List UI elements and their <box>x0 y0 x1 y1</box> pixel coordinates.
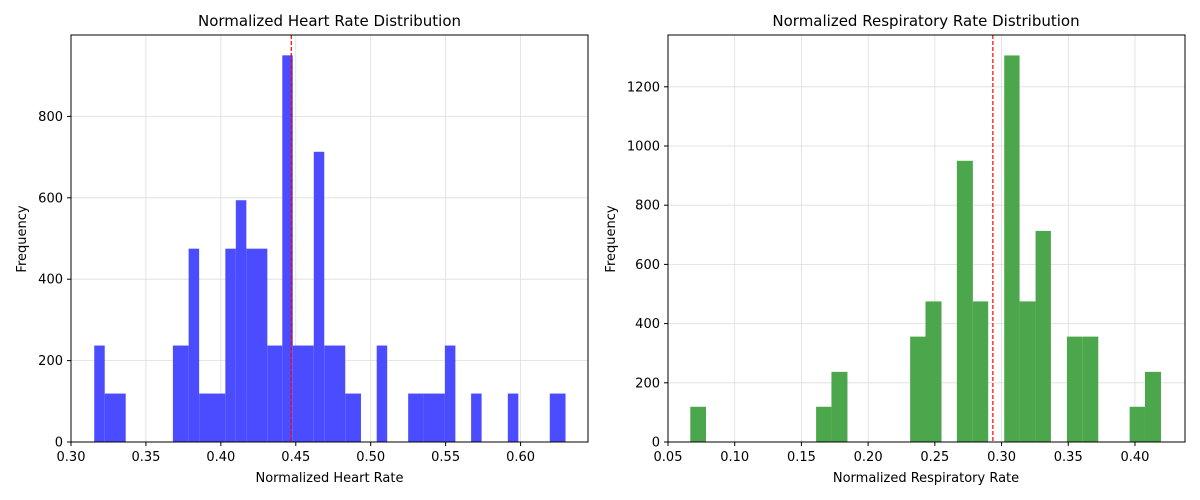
y-tick-label: 800 <box>38 110 63 125</box>
histogram-bar <box>376 345 388 442</box>
x-tick-label: 0.35 <box>131 450 160 465</box>
histogram-bar <box>1004 55 1020 442</box>
histogram-bar <box>1035 230 1051 442</box>
plot-frame <box>667 34 1186 443</box>
chart-title: Normalized Heart Rate Distribution <box>198 12 461 30</box>
histogram-bar <box>225 248 236 442</box>
plot-frame <box>70 34 589 443</box>
histogram-bar <box>507 393 519 442</box>
histogram-bar <box>246 248 268 442</box>
histogram-bar <box>831 371 848 442</box>
histogram-bar <box>324 345 346 442</box>
y-tick-label: 0 <box>55 436 63 451</box>
histogram-bar <box>104 393 126 442</box>
y-tick-label: 0 <box>652 436 660 451</box>
histogram-bar <box>188 248 200 442</box>
y-axis-label: Frequency <box>604 205 619 272</box>
x-tick-label: 0.20 <box>854 450 883 465</box>
histogram-bar <box>1129 406 1145 442</box>
histogram-bar <box>408 393 424 442</box>
histogram-bar <box>956 160 973 443</box>
x-tick-label: 0.55 <box>431 450 460 465</box>
histogram-bar <box>199 393 226 442</box>
histogram-bar <box>172 345 189 442</box>
x-axis-label: Normalized Heart Rate <box>256 471 404 486</box>
histogram-bar <box>267 345 283 442</box>
x-tick-label: 0.10 <box>720 450 749 465</box>
y-tick-label: 1000 <box>627 140 660 155</box>
x-tick-label: 0.40 <box>206 450 235 465</box>
histogram-bar <box>816 406 832 442</box>
x-tick-label: 0.30 <box>57 450 86 465</box>
y-tick-label: 600 <box>635 258 660 273</box>
histogram-bar <box>1066 336 1083 442</box>
histogram-bar <box>972 301 989 442</box>
heart-rate-histogram: Normalized Heart Rate Distribution Norma… <box>15 12 589 486</box>
x-tick-label: 0.30 <box>987 450 1016 465</box>
histogram-bar <box>282 55 293 442</box>
x-tick-label: 0.15 <box>787 450 816 465</box>
y-tick-label: 600 <box>38 191 63 206</box>
x-tick-label: 0.60 <box>506 450 535 465</box>
histogram-bar <box>1144 371 1161 442</box>
histogram-bar <box>444 345 456 442</box>
histogram-bar <box>910 336 926 442</box>
histogram-bar <box>549 393 566 442</box>
chart-title: Normalized Respiratory Rate Distribution <box>772 12 1079 30</box>
histogram-bar <box>313 151 325 442</box>
histogram-bar <box>1082 336 1099 442</box>
histogram-bar <box>471 393 482 442</box>
y-tick-label: 800 <box>635 199 660 214</box>
y-tick-label: 1200 <box>627 80 660 95</box>
histogram-bar <box>292 345 314 442</box>
y-tick-label: 200 <box>635 376 660 391</box>
histogram-bar <box>94 345 105 442</box>
histogram-bar <box>925 301 942 442</box>
x-tick-label: 0.05 <box>654 450 683 465</box>
x-tick-label: 0.50 <box>356 450 385 465</box>
x-tick-label: 0.40 <box>1120 450 1149 465</box>
x-tick-label: 0.25 <box>920 450 949 465</box>
histogram-bar <box>690 406 707 442</box>
x-axis-label: Normalized Respiratory Rate <box>833 471 1019 486</box>
y-axis-label: Frequency <box>15 205 30 272</box>
y-tick-label: 400 <box>635 317 660 332</box>
x-tick-label: 0.35 <box>1054 450 1083 465</box>
histogram-bar <box>235 200 247 442</box>
histogram-bar <box>1019 301 1036 442</box>
y-tick-label: 400 <box>38 273 63 288</box>
x-tick-label: 0.45 <box>281 450 310 465</box>
y-tick-label: 200 <box>38 354 63 369</box>
histogram-bar <box>423 393 445 442</box>
histogram-bar <box>345 393 361 442</box>
respiratory-rate-histogram: Normalized Respiratory Rate Distribution… <box>604 12 1186 486</box>
